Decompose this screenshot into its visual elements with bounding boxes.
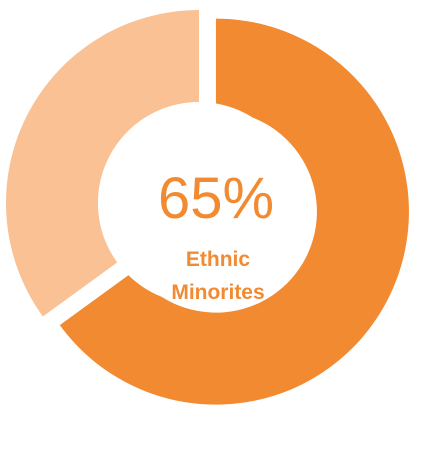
center-label-line1: Ethnic [186, 248, 250, 271]
donut-hole [98, 102, 300, 304]
donut-slices [6, 10, 409, 405]
center-label-line2: Minorites [171, 281, 264, 304]
donut-slice-2 [6, 10, 200, 317]
donut-slice-1 [59, 18, 409, 405]
center-percentage: 65% [158, 166, 274, 231]
